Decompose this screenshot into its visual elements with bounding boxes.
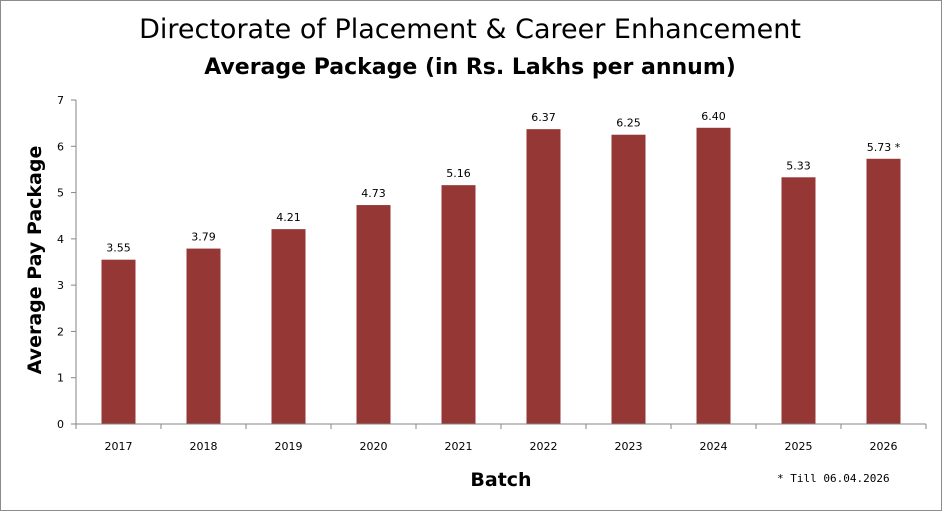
x-tick-label: 2026 <box>870 440 898 453</box>
data-label: 5.33 <box>786 159 811 172</box>
bar-2020 <box>356 205 391 424</box>
x-tick-label: 2022 <box>530 440 558 453</box>
x-tick-label: 2018 <box>190 440 218 453</box>
bar-2018 <box>186 248 221 424</box>
data-label: 4.21 <box>276 211 301 224</box>
y-tick-label: 7 <box>57 94 64 107</box>
bar-2026 <box>866 158 901 425</box>
bar-2022 <box>526 129 561 424</box>
bar-2021 <box>441 185 476 424</box>
chart-subtitle: Average Package (in Rs. Lakhs per annum) <box>204 55 736 80</box>
data-label: 6.25 <box>616 117 641 130</box>
y-tick-label: 5 <box>57 187 64 200</box>
y-tick-label: 3 <box>57 279 64 292</box>
x-axis-title: Batch <box>470 469 531 491</box>
data-label: 5.16 <box>446 167 471 180</box>
data-label: 5.73 * <box>867 141 901 154</box>
data-label: 6.37 <box>531 111 556 124</box>
bar-2024 <box>696 127 731 425</box>
bars-group <box>101 127 901 425</box>
x-tick-label: 2023 <box>615 440 643 453</box>
y-axis-ticks: 0 1 2 3 4 5 6 7 <box>57 94 76 431</box>
x-tick-label: 2019 <box>275 440 303 453</box>
footnote: * Till 06.04.2026 <box>777 472 890 485</box>
data-labels-group: 3.55 3.79 4.21 4.73 5.16 6.37 6.25 6.40 5.33 5.73… <box>106 110 900 255</box>
bar-2019 <box>271 229 306 424</box>
data-label: 3.79 <box>191 231 216 244</box>
x-tick-label: 2017 <box>105 440 133 453</box>
bar-2023 <box>611 134 646 424</box>
data-label: 4.73 <box>361 187 386 200</box>
x-tick-label: 2021 <box>445 440 473 453</box>
y-tick-label: 4 <box>57 233 64 246</box>
data-label: 3.55 <box>106 242 131 255</box>
y-tick-label: 2 <box>57 325 64 338</box>
x-tick-label: 2020 <box>360 440 388 453</box>
x-axis-ticks: 2017 2018 2019 2020 2021 2022 2023 2024 2025 2026 <box>75 424 927 453</box>
y-tick-label: 1 <box>57 372 64 385</box>
x-tick-label: 2025 <box>785 440 813 453</box>
x-tick-label: 2024 <box>700 440 728 453</box>
bar-2017 <box>101 259 136 424</box>
data-label: 6.40 <box>701 110 726 123</box>
y-tick-label: 6 <box>57 140 64 153</box>
bar-2025 <box>781 177 816 424</box>
page-title: Directorate of Placement & Career Enhanc… <box>139 14 801 45</box>
y-axis-title: Average Pay Package <box>24 146 46 375</box>
y-tick-label: 0 <box>57 418 64 431</box>
